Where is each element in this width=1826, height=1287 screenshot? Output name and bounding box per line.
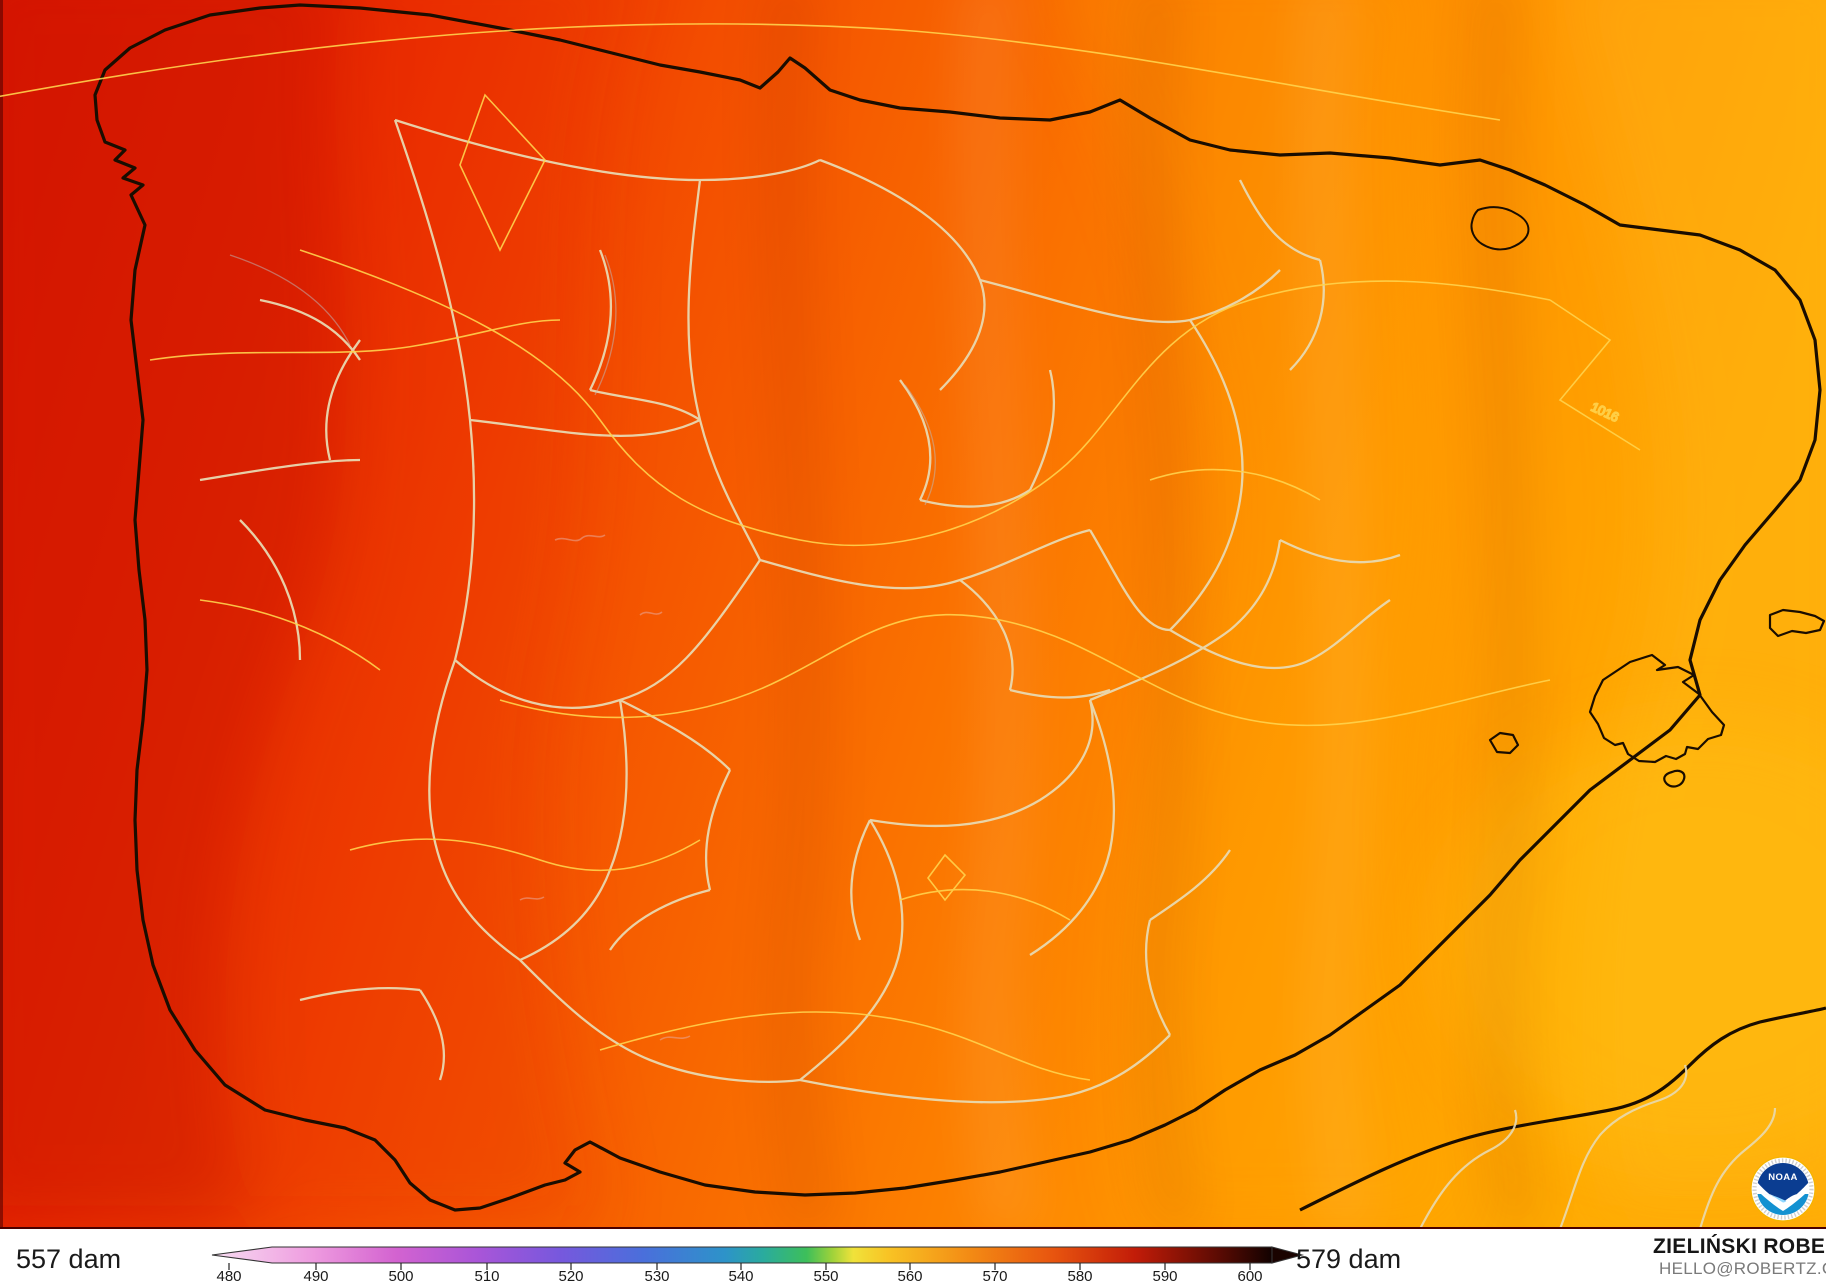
svg-text:530: 530 xyxy=(644,1268,669,1285)
svg-text:590: 590 xyxy=(1152,1268,1177,1285)
svg-text:540: 540 xyxy=(728,1268,753,1285)
svg-text:480: 480 xyxy=(216,1268,241,1285)
svg-text:600: 600 xyxy=(1237,1268,1262,1285)
svg-text:490: 490 xyxy=(303,1268,328,1285)
svg-text:500: 500 xyxy=(388,1268,413,1285)
svg-text:520: 520 xyxy=(558,1268,583,1285)
svg-text:580: 580 xyxy=(1067,1268,1092,1285)
svg-text:550: 550 xyxy=(813,1268,838,1285)
svg-text:HELLO@ROBERTZ.COM: HELLO@ROBERTZ.COM xyxy=(1659,1259,1826,1278)
svg-text:570: 570 xyxy=(982,1268,1007,1285)
svg-text:560: 560 xyxy=(897,1268,922,1285)
svg-text:579 dam: 579 dam xyxy=(1296,1244,1401,1274)
svg-text:557 dam: 557 dam xyxy=(16,1244,121,1274)
svg-text:ZIELIŃSKI ROBERT: ZIELIŃSKI ROBERT xyxy=(1653,1235,1826,1258)
svg-text:510: 510 xyxy=(474,1268,499,1285)
svg-text:NOAA: NOAA xyxy=(1768,1172,1798,1183)
